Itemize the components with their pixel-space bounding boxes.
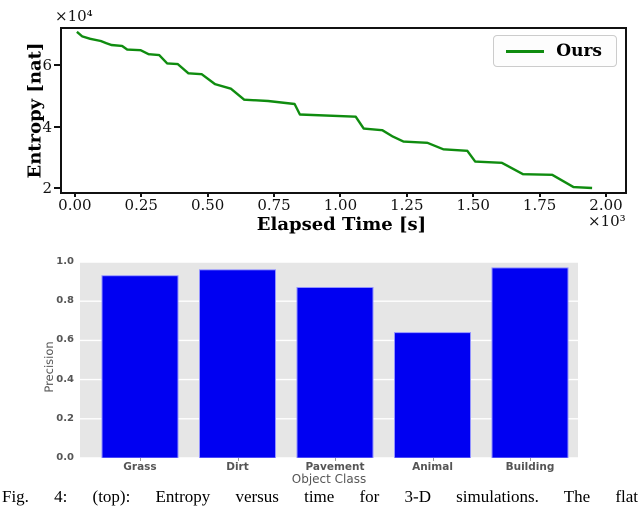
x-axis-offset-label: ×10³ [588, 212, 626, 230]
bar-pavement [296, 287, 374, 458]
y-axis-label: Entropy [nat] [24, 42, 46, 179]
bar-plot-area [80, 262, 578, 458]
line-plot-area: Ours [60, 27, 627, 194]
x-tick-label: 2.00 [589, 196, 623, 214]
x-tick-mark [140, 192, 143, 197]
y-tick-label: 4 [42, 117, 52, 136]
x-tick-label: 0.75 [257, 196, 291, 214]
x-tick-mark [237, 458, 239, 461]
x-tick-label: Dirt [226, 461, 249, 473]
legend-line-swatch [506, 49, 545, 53]
bar-building [491, 267, 569, 458]
x-tick-mark [472, 192, 475, 197]
y-tick-label: 0.6 [56, 334, 74, 346]
legend: Ours [493, 35, 617, 67]
y-tick-label: 0.0 [56, 452, 74, 463]
x-tick-mark [530, 458, 531, 461]
bar-dirt [199, 269, 276, 458]
x-tick-mark [273, 192, 276, 197]
x-axis-label: Object Class [291, 472, 367, 486]
x-tick-mark [605, 192, 607, 197]
x-tick-mark [538, 192, 541, 197]
figure-caption: Fig. 4: (top): Entropy versus time for 3… [2, 487, 638, 506]
bar-grass [101, 275, 179, 458]
y-tick-label: 0.2 [56, 412, 74, 424]
x-tick-label: Pavement [305, 461, 365, 473]
x-tick-label: Building [505, 461, 555, 473]
x-tick-label: Grass [123, 461, 157, 473]
y-tick-mark [54, 64, 60, 67]
x-tick-label: 1.25 [390, 196, 424, 214]
y-tick-label: 0.8 [56, 295, 74, 307]
y-axis-offset-label: ×10⁴ [55, 7, 93, 25]
x-tick-mark [140, 458, 141, 461]
x-tick-label: Animal [412, 461, 453, 473]
x-tick-label: 0.00 [58, 196, 92, 214]
y-tick-label: 1.0 [56, 256, 74, 267]
x-tick-mark [206, 192, 209, 197]
x-tick-label: 1.50 [456, 196, 490, 214]
legend-label: Ours [556, 41, 602, 61]
x-tick-label: 1.00 [323, 196, 358, 214]
precision-bar-chart: Precision 0.0 0.2 0.4 0.6 0.8 1.0 Grass Dirt Pav… [0, 255, 640, 487]
y-tick-label: 6 [42, 56, 52, 75]
x-tick-mark [405, 192, 408, 197]
y-tick-label: 0.4 [56, 373, 74, 385]
x-tick-label: 1.75 [522, 196, 557, 214]
bar-animal [394, 332, 471, 458]
x-axis-label: Elapsed Time [s] [256, 214, 427, 235]
x-tick-mark [335, 458, 336, 461]
entropy-line-svg [76, 30, 593, 190]
x-tick-label: 0.50 [190, 196, 225, 214]
x-tick-mark [73, 192, 76, 197]
y-tick-label: 2 [42, 179, 52, 198]
x-tick-mark [339, 192, 342, 197]
precision-bar-svg [80, 262, 578, 458]
entropy-line-chart: ×10⁴ Entropy [nat] Ours 2 4 6 0.00 0.25 0.50 0… [24, 7, 627, 235]
y-tick-mark [54, 125, 60, 128]
x-tick-label: 0.25 [124, 196, 158, 214]
y-tick-mark [54, 187, 60, 190]
entropy-line-series [76, 30, 593, 190]
x-tick-mark [432, 458, 434, 461]
